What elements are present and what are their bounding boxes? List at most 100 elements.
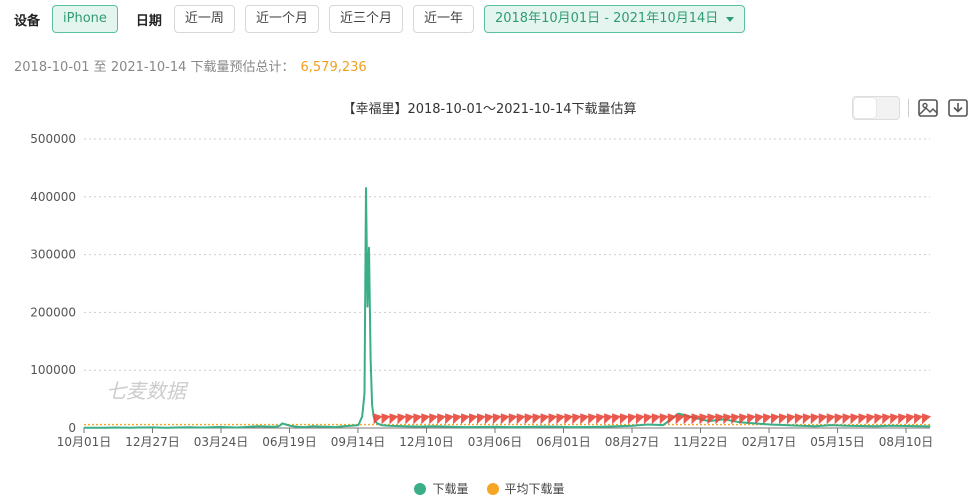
event-marker — [389, 413, 399, 425]
event-marker — [508, 413, 518, 425]
event-marker — [651, 413, 661, 425]
event-marker — [755, 413, 765, 425]
series-downloads-point — [494, 426, 497, 428]
series-downloads-point — [174, 426, 177, 429]
series-downloads-point — [784, 424, 786, 426]
event-markers — [373, 413, 932, 425]
device-iphone-button[interactable]: iPhone — [52, 5, 118, 33]
series-downloads-point — [220, 426, 222, 428]
series-downloads-point — [754, 422, 756, 424]
range-month-button[interactable]: 近一个月 — [244, 5, 319, 33]
chart-legend: 下载量 平均下载量 — [0, 480, 979, 497]
series-downloads-point — [251, 425, 253, 428]
x-tick-label: 06月01日 — [536, 435, 591, 449]
range-3months-button[interactable]: 近三个月 — [328, 5, 403, 33]
series-downloads-point — [212, 426, 215, 428]
event-marker — [707, 413, 717, 425]
legend-item-average[interactable]: 平均下载量 — [486, 480, 565, 497]
x-tick-label: 03月06日 — [468, 435, 523, 449]
date-label: 日期 — [135, 13, 162, 29]
series-downloads-line — [84, 187, 931, 429]
event-marker — [588, 413, 598, 425]
range-year-button[interactable]: 近一年 — [412, 5, 474, 33]
series-downloads-point — [151, 426, 154, 429]
series-downloads-point — [510, 426, 512, 428]
series-downloads-point — [277, 425, 279, 427]
event-marker — [898, 413, 908, 425]
range-week-button[interactable]: 近一周 — [173, 5, 235, 33]
x-tick-label: 06月19日 — [262, 435, 317, 449]
series-downloads-point — [243, 426, 245, 428]
event-marker — [850, 413, 860, 425]
event-marker — [405, 413, 415, 425]
series-downloads-point — [845, 425, 847, 427]
chart-toggle-icon[interactable] — [852, 96, 900, 120]
event-marker — [643, 413, 653, 425]
legend-label-downloads: 下载量 — [432, 482, 469, 496]
event-marker — [556, 413, 566, 425]
series-downloads-point — [647, 423, 649, 426]
event-marker — [413, 413, 423, 425]
series-downloads-point — [769, 423, 771, 426]
series-downloads-point — [106, 427, 108, 429]
series-downloads-point — [677, 412, 680, 415]
series-downloads-point — [334, 426, 337, 428]
series-downloads-point — [121, 426, 123, 429]
event-marker — [421, 413, 431, 425]
y-tick-label: 200000 — [30, 305, 76, 319]
event-marker — [635, 413, 645, 425]
download-icon[interactable] — [947, 97, 969, 119]
y-tick-label: 400000 — [30, 190, 76, 204]
event-marker — [500, 413, 510, 425]
series-downloads-point — [632, 425, 634, 427]
series-downloads-point — [365, 187, 367, 189]
series-downloads-point — [921, 425, 923, 427]
event-marker — [596, 413, 606, 425]
series-downloads-point — [235, 426, 238, 429]
legend-item-downloads[interactable]: 下载量 — [414, 480, 469, 497]
event-marker — [683, 413, 693, 425]
series-downloads-point — [830, 424, 832, 426]
series-downloads-point — [891, 425, 893, 427]
chart-title: 【幸福里】2018-10-01～2021-10-14下载量估算 — [342, 102, 637, 117]
series-downloads-point — [369, 358, 372, 360]
image-icon[interactable] — [917, 97, 939, 119]
watermark: 七麦数据 — [106, 379, 189, 403]
y-tick-label: 500000 — [30, 132, 76, 146]
x-tick-label: 05月15日 — [810, 435, 865, 449]
event-marker — [882, 413, 892, 425]
x-tick-label: 03月24日 — [194, 435, 249, 449]
event-marker — [771, 413, 781, 425]
series-downloads-point — [876, 425, 878, 427]
series-downloads-point — [449, 426, 451, 428]
event-marker — [620, 413, 630, 425]
series-downloads-point — [601, 426, 603, 428]
series-downloads-point — [98, 427, 100, 429]
x-tick-label: 09月14日 — [331, 435, 386, 449]
event-marker — [731, 413, 741, 425]
x-tick-label: 10月01日 — [57, 435, 112, 449]
event-marker — [532, 413, 542, 425]
series-downloads-point — [136, 426, 138, 429]
y-tick-label: 0 — [68, 421, 76, 435]
chevron-down-icon — [726, 16, 735, 22]
series-downloads-point — [433, 425, 436, 427]
series-downloads-point — [129, 427, 131, 429]
series-downloads-point — [380, 424, 382, 426]
event-marker — [842, 413, 852, 425]
series-downloads-point — [197, 426, 199, 429]
chart-grid — [84, 138, 930, 429]
series-downloads-point — [361, 415, 363, 418]
legend-label-average: 平均下载量 — [504, 482, 565, 496]
legend-dot-average — [486, 482, 499, 495]
series-downloads-point — [906, 425, 908, 427]
series-downloads-point — [479, 426, 481, 428]
x-tick-label: 02月17日 — [742, 435, 797, 449]
date-range-picker[interactable]: 2018年10月01日 - 2021年10月14日 — [483, 5, 746, 33]
series-downloads-point — [368, 247, 370, 249]
series-downloads-point — [376, 422, 379, 424]
event-marker — [381, 413, 391, 425]
series-downloads-point — [357, 424, 359, 426]
series-downloads-point — [327, 426, 329, 428]
